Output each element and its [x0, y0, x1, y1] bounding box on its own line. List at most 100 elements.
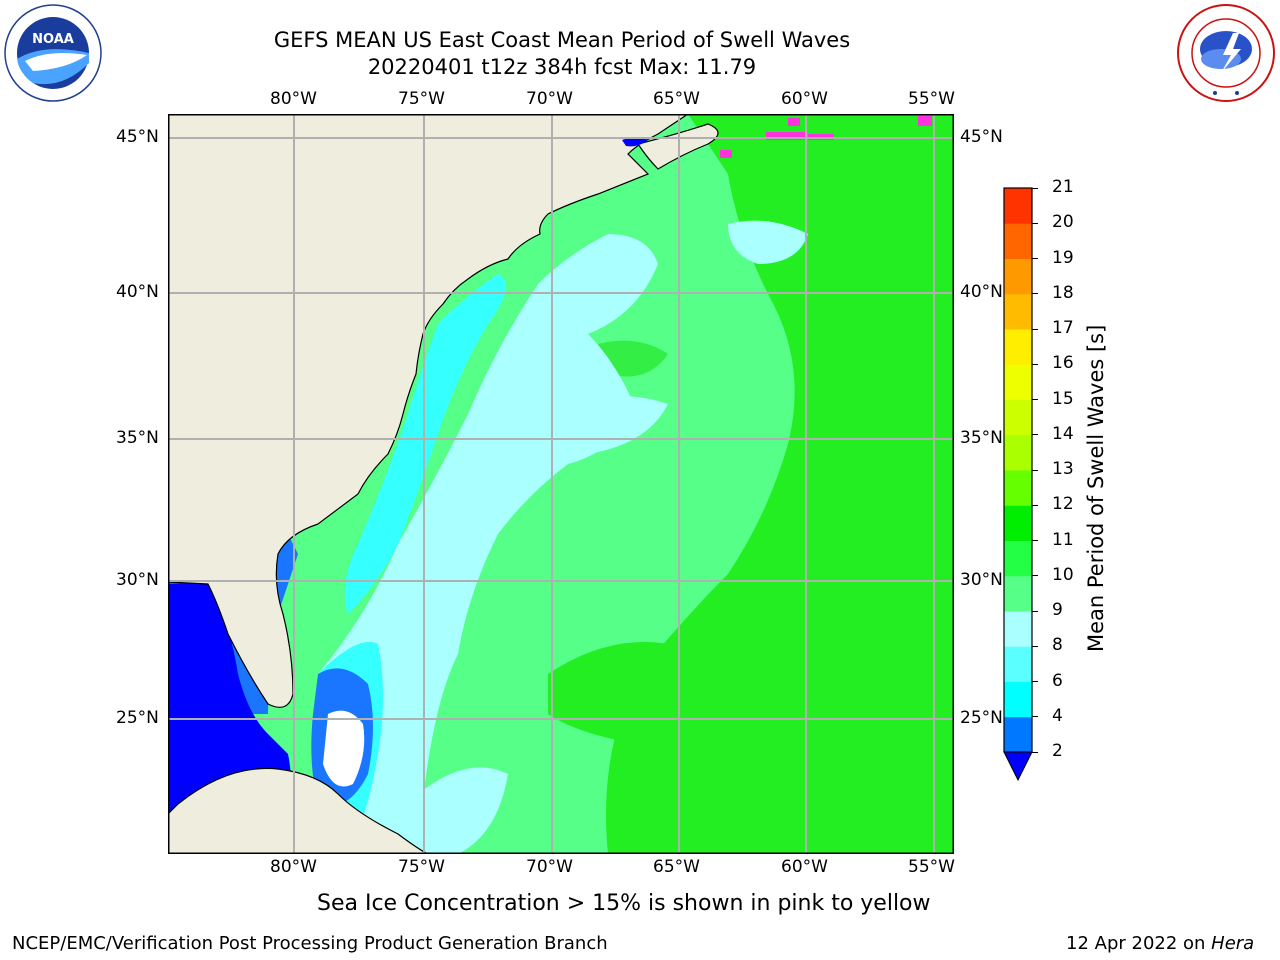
- colorbar-segment: [1004, 399, 1032, 436]
- sea-ice-marker: [918, 116, 932, 126]
- lon-label-bottom: 75°W: [398, 857, 445, 877]
- colorbar-tick-label: 2: [1052, 741, 1063, 761]
- chart-title: GEFS MEAN US East Coast Mean Period of S…: [273, 28, 851, 52]
- colorbar-tick-label: 21: [1052, 177, 1074, 197]
- sea-ice-marker: [766, 132, 806, 140]
- lat-label-left: 30°N: [116, 570, 159, 590]
- colorbar-tick-mark: [1032, 540, 1038, 541]
- colorbar-segment: [1004, 470, 1032, 506]
- bay-of-fundy: [622, 137, 648, 147]
- colorbar-tick-label: 20: [1052, 212, 1074, 233]
- colorbar-tick-mark: [1032, 399, 1038, 400]
- north-america-land: [168, 114, 690, 708]
- colorbar-segment: [1004, 575, 1032, 612]
- map-frame: [168, 114, 954, 854]
- colorbar-tick-mark: [1032, 751, 1038, 753]
- colorbar-segment: [1004, 681, 1032, 718]
- footer-branch: NCEP/EMC/Verification Post Processing Pr…: [12, 933, 608, 954]
- sea-ice-marker: [788, 118, 800, 126]
- colorbar-segment: [1004, 258, 1032, 295]
- lon-label-bottom: 65°W: [653, 857, 700, 877]
- lon-label-top: 80°W: [270, 89, 317, 109]
- graticule: [168, 114, 954, 854]
- lat-label-left: 45°N: [116, 127, 159, 147]
- colorbar-tick-label: 13: [1052, 459, 1074, 479]
- colorbar-segment: [1004, 188, 1032, 224]
- ocean-8s-region: [318, 234, 658, 854]
- ocean-8s-patch-north: [728, 220, 808, 264]
- colorbar-label: Mean Period of Swell Waves [s]: [1084, 324, 1108, 652]
- lat-label-left: 40°N: [116, 282, 159, 302]
- colorbar-tick-label: 8: [1052, 635, 1063, 656]
- colorbar-tick-label: 15: [1052, 388, 1074, 409]
- noaa-logo: NOAA: [3, 3, 103, 103]
- lon-label-bottom: 55°W: [908, 857, 955, 877]
- footer-machine: Hera: [1211, 933, 1255, 954]
- colorbar-tick-mark: [1032, 469, 1038, 471]
- colorbar-svg: [1003, 187, 1033, 782]
- lon-label-top: 70°W: [526, 89, 573, 109]
- lon-label-top: 65°W: [653, 89, 700, 109]
- lat-label-right: 40°N: [960, 282, 1003, 302]
- colorbar-tick-label: 6: [1052, 670, 1063, 691]
- colorbar-tick-mark: [1032, 681, 1038, 682]
- lat-label-left: 25°N: [116, 708, 159, 728]
- colorbar-tick-label: 16: [1052, 353, 1074, 374]
- nws-logo: [1175, 3, 1277, 103]
- colorbar-segment: [1004, 505, 1032, 541]
- colorbar-under-arrow: [1003, 751, 1033, 782]
- swell-map: [168, 114, 954, 854]
- footer-date: 12 Apr 2022 on Hera: [1066, 933, 1254, 954]
- colorbar-tick-mark: [1032, 434, 1038, 436]
- lat-label-left: 35°N: [116, 428, 159, 448]
- colorbar-tick-mark: [1032, 258, 1038, 259]
- ocean-8s-patch-south: [418, 767, 508, 854]
- lon-label-top: 60°W: [781, 89, 828, 109]
- colorbar-tick-mark: [1032, 504, 1038, 506]
- lat-label-right: 45°N: [960, 127, 1003, 147]
- sea-ice-marker: [720, 150, 732, 158]
- lon-label-bottom: 70°W: [526, 857, 573, 877]
- colorbar-tick-label: 11: [1052, 529, 1074, 550]
- colorbar-segment: [1004, 364, 1032, 400]
- colorbar-tick-label: 12: [1052, 494, 1074, 515]
- colorbar-tick-label: 9: [1052, 600, 1063, 620]
- colorbar-segment: [1004, 716, 1032, 753]
- sea-ice-note: Sea Ice Concentration > 15% is shown in …: [317, 891, 931, 916]
- colorbar-segment: [1004, 434, 1032, 471]
- lat-label-right: 30°N: [960, 570, 1003, 590]
- ocean-10s-small-patch: [598, 340, 668, 377]
- colorbar-tick-label: 18: [1052, 282, 1074, 303]
- colorbar-tick-mark: [1032, 293, 1038, 295]
- colorbar-tick-mark: [1032, 645, 1038, 647]
- footer-date-text: 12 Apr 2022 on: [1066, 933, 1212, 954]
- colorbar-segment: [1004, 223, 1032, 259]
- colorbar-tick-mark: [1032, 222, 1038, 224]
- colorbar-tick-label: 4: [1052, 705, 1063, 726]
- colorbar-tick-mark: [1032, 363, 1038, 365]
- lat-label-right: 35°N: [960, 428, 1003, 448]
- chart-subtitle: 20220401 t12z 384h fcst Max: 11.79: [367, 55, 757, 79]
- colorbar-tick-label: 17: [1052, 318, 1074, 338]
- bahamas-bank: [323, 710, 365, 787]
- colorbar-tick-label: 19: [1052, 247, 1074, 268]
- colorbar-tick-mark: [1032, 328, 1038, 330]
- colorbar-tick-mark: [1032, 610, 1038, 612]
- colorbar-tick-mark: [1032, 575, 1038, 577]
- lat-label-right: 25°N: [960, 708, 1003, 728]
- colorbar-segment: [1004, 540, 1032, 577]
- lon-label-bottom: 80°W: [270, 857, 317, 877]
- ocean-6s-coastal: [344, 274, 506, 614]
- cuba-land: [168, 767, 429, 854]
- lon-label-bottom: 60°W: [781, 857, 828, 877]
- colorbar-tick-label: 10: [1052, 564, 1074, 585]
- colorbar-segment: [1004, 611, 1032, 647]
- colorbar-segment: [1004, 646, 1032, 682]
- colorbar-tick-mark: [1032, 187, 1038, 189]
- colorbar-segment: [1004, 329, 1032, 365]
- colorbar-segment: [1004, 293, 1032, 330]
- lon-label-top: 55°W: [908, 89, 955, 109]
- map-panel: [168, 114, 954, 854]
- colorbar-tick-label: 14: [1052, 423, 1074, 444]
- noaa-logo-text: NOAA: [32, 32, 74, 47]
